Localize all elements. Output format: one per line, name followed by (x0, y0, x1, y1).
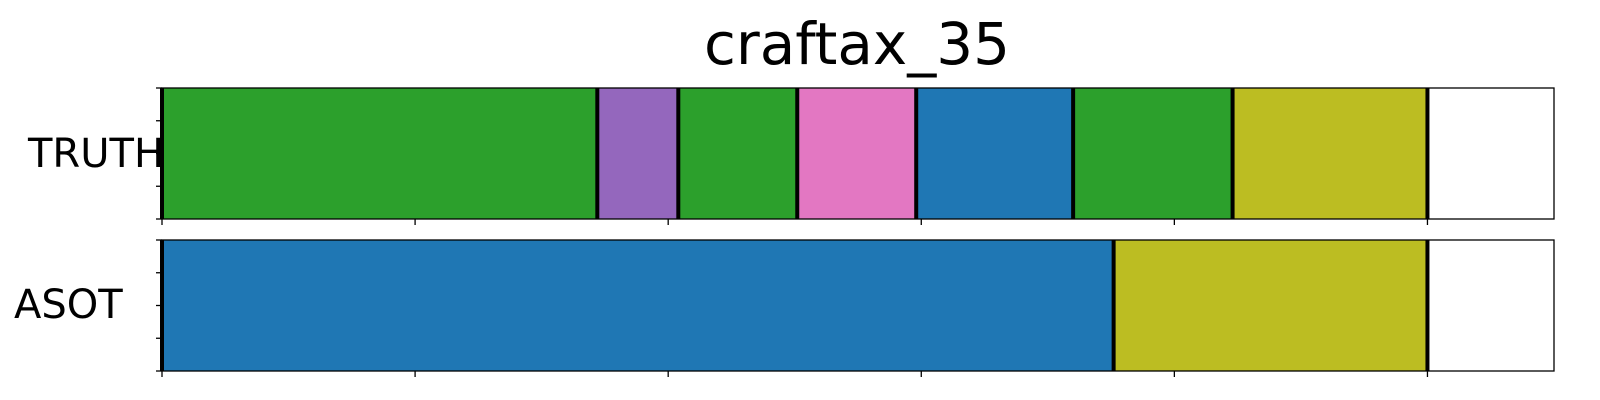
segment-truth-6 (1073, 88, 1233, 219)
segment-truth-1 (162, 88, 598, 219)
segment-truth-2 (597, 88, 679, 219)
segment-truth-7 (1232, 88, 1428, 219)
panels: TRUTH ASOT (14, 87, 1555, 377)
segment-truth-5 (916, 88, 1074, 219)
row-label-asot: ASOT (14, 282, 123, 328)
row-label-truth: TRUTH (27, 131, 164, 177)
panel-truth: TRUTH (27, 87, 1555, 225)
segment-truth-4 (797, 88, 917, 219)
segment-asot-2 (1113, 240, 1428, 371)
panel-asot: ASOT (14, 239, 1555, 377)
chart-title: craftax_35 (704, 10, 1010, 78)
segment-truth-3 (678, 88, 798, 219)
segment-asot-1 (162, 240, 1114, 371)
